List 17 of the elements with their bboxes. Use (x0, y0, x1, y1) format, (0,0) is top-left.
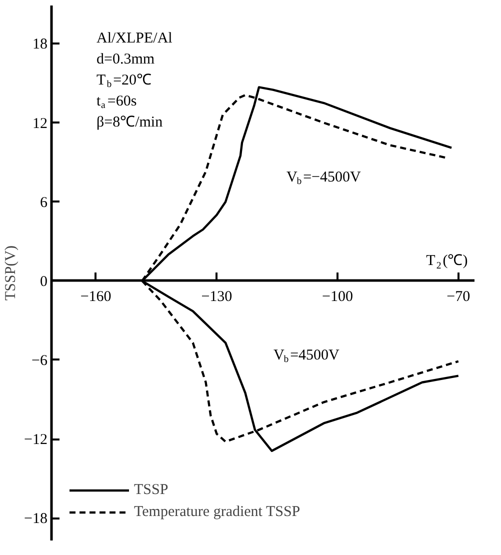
y-tick-label: −12 (24, 432, 48, 448)
annotation: Al/XLPE/Al (96, 30, 172, 46)
x-tick-label: −100 (322, 288, 354, 305)
y-tick-label: −6 (32, 352, 48, 369)
x-tick-label: −70 (446, 288, 470, 305)
y-tick-label: 0 (40, 274, 48, 290)
x-tick-label: −130 (201, 288, 232, 305)
legend-label: Temperature gradient TSSP (134, 504, 300, 520)
x-tick-label: −160 (80, 288, 112, 305)
y-tick-label: 18 (32, 36, 48, 53)
annotation: β=8℃/min (96, 114, 164, 130)
annotation: d=0.3mm (96, 52, 155, 68)
y-axis-title: TSSP(V) (3, 245, 20, 301)
y-tick-label: 6 (40, 194, 48, 211)
legend-label: TSSP (134, 482, 168, 498)
y-tick-label: 12 (32, 116, 48, 132)
y-tick-label: −18 (24, 511, 48, 528)
